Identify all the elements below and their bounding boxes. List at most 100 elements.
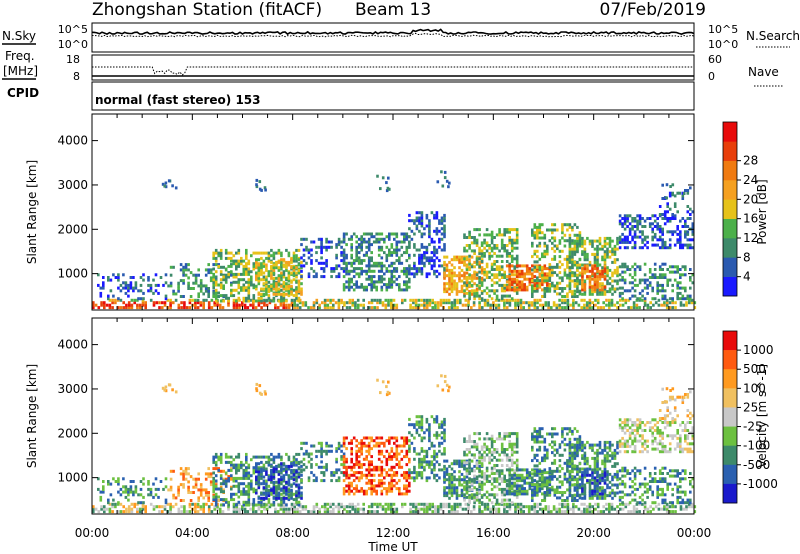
power-cell (357, 267, 361, 271)
power-cell (571, 252, 574, 256)
power-cell (222, 299, 225, 303)
velocity-cell (413, 423, 416, 427)
power-cell (681, 286, 685, 290)
velocity-cell (450, 478, 454, 482)
power-cell (212, 278, 215, 282)
power-cell (335, 267, 338, 271)
velocity-cell (196, 502, 200, 506)
power-cell (520, 264, 524, 268)
velocity-cell (219, 474, 223, 478)
velocity-cell (320, 444, 323, 448)
velocity-cell (365, 473, 368, 477)
velocity-cell (376, 502, 379, 506)
power-cell (443, 276, 446, 280)
velocity-cell (262, 479, 266, 483)
velocity-cell (235, 468, 238, 472)
velocity-cell (260, 467, 263, 471)
velocity-cell (348, 502, 352, 506)
power-cell (455, 282, 459, 286)
power-cell (691, 238, 695, 242)
power-cell (348, 298, 352, 302)
velocity-cell (260, 460, 263, 464)
velocity-cell (356, 502, 360, 506)
power-cell (241, 301, 244, 305)
velocity-cell (335, 457, 338, 461)
power-cell (613, 244, 617, 248)
power-cell (643, 235, 647, 239)
velocity-cell (433, 468, 436, 472)
power-cell (282, 270, 286, 274)
power-cell (663, 273, 667, 277)
velocity-cell (558, 507, 561, 511)
power-cell (503, 303, 506, 307)
velocity-cell (390, 455, 394, 459)
velocity-cell (102, 480, 105, 483)
power-cell (581, 263, 584, 267)
power-cell (360, 235, 363, 239)
power-cell (297, 258, 301, 262)
power-cell (159, 276, 163, 279)
power-cell (573, 233, 577, 237)
power-cell (684, 225, 687, 228)
power-cell (508, 267, 511, 271)
power-cell (588, 285, 592, 289)
power-cell (365, 232, 368, 236)
power-cell (505, 283, 509, 287)
power-cell (400, 245, 404, 249)
power-cell (673, 194, 677, 198)
power-cell (544, 301, 548, 305)
power-cell (130, 303, 134, 307)
velocity-cell (345, 447, 348, 451)
power-cell (442, 301, 445, 305)
velocity-cell (310, 471, 313, 475)
power-cell (340, 301, 343, 305)
velocity-cell (318, 510, 321, 514)
power-cell (116, 306, 120, 310)
velocity-cell (690, 505, 694, 509)
power-cell (272, 268, 276, 272)
power-cell (443, 232, 446, 236)
velocity-cell (583, 502, 586, 506)
power-cell (503, 276, 506, 279)
power-cell (312, 275, 316, 279)
velocity-cell (132, 493, 135, 497)
power-cell (621, 276, 624, 279)
power-cell (257, 301, 261, 305)
power-cell (297, 279, 301, 283)
power-cell (643, 281, 647, 285)
power-cell (177, 284, 180, 288)
velocity-cell (139, 487, 143, 491)
power-cell (257, 263, 261, 267)
power-cell (576, 233, 579, 237)
velocity-cell (428, 447, 431, 451)
power-cell (498, 254, 501, 258)
velocity-cell (322, 479, 326, 483)
velocity-cell (199, 488, 203, 492)
velocity-cell (390, 476, 394, 480)
power-cell (553, 228, 557, 232)
power-cell (547, 303, 550, 307)
power-cell (668, 278, 672, 282)
power-cell (566, 276, 569, 280)
velocity-cell (297, 500, 301, 504)
velocity-cell (400, 444, 404, 448)
velocity-cell (467, 507, 470, 511)
velocity-cell (238, 502, 241, 506)
power-cell (235, 301, 239, 305)
power-cell (345, 301, 349, 305)
power-cell (189, 271, 193, 275)
power-cell (320, 261, 323, 265)
velocity-cell (385, 449, 389, 453)
power-cell (405, 269, 409, 273)
power-cell (563, 239, 567, 243)
power-cell (445, 266, 449, 270)
velocity-cell (230, 467, 233, 471)
power-cell (611, 247, 614, 251)
power-cell (390, 298, 393, 302)
power-cell (329, 298, 332, 302)
velocity-cell (310, 452, 313, 456)
power-cell (665, 306, 669, 310)
power-cell (383, 272, 386, 276)
velocity-cell (377, 452, 381, 456)
velocity-cell (138, 507, 142, 511)
